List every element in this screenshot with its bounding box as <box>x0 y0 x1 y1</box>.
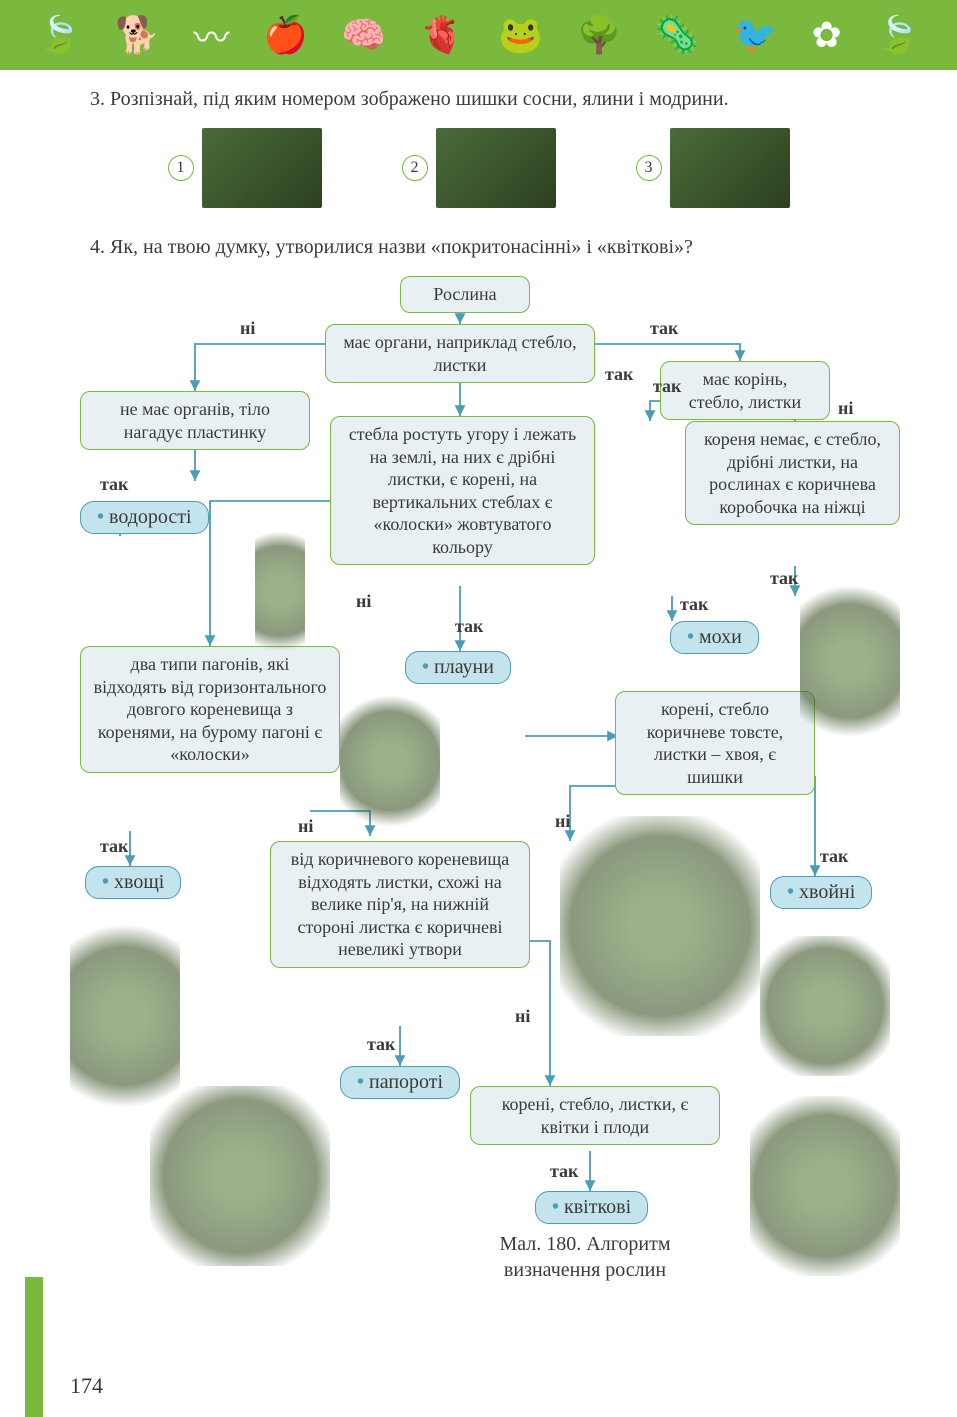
node-two-types: два типи пагонів, які відходять від гори… <box>80 646 340 773</box>
question-3: 3. Розпізнай, під яким номером зображено… <box>60 85 897 113</box>
header-band: 🍃 🐕 〰 🍎 🧠 🫀 🐸 🌳 🦠 🐦 ✿ 🍃 <box>0 0 957 70</box>
fern-image <box>150 1086 330 1266</box>
worm-icon: 〰 <box>193 9 229 61</box>
leaf2-icon: 🍃 <box>875 14 920 56</box>
label-no: ні <box>356 591 371 612</box>
node-flower-desc: корені, стебло, листки, є квітки і плоди <box>470 1086 720 1145</box>
image-item-3: 3 <box>636 128 790 208</box>
conifer-branch-image <box>760 936 890 1076</box>
page-content: 3. Розпізнай, під яким номером зображено… <box>0 70 957 1296</box>
node-conifer-desc: корені, стебло коричневе товсте, листки … <box>615 691 815 795</box>
label-yes: так <box>770 568 798 589</box>
node-title: Рослина <box>400 276 530 313</box>
algae-image <box>255 521 305 661</box>
result-plauny: плауни <box>405 651 511 684</box>
question-4: 4. Як, на твою думку, утворилися назви «… <box>60 233 897 261</box>
label-yes: так <box>650 318 678 339</box>
node-no-root: кореня немає, є стебло, дрібні листки, н… <box>685 421 900 525</box>
brain-icon: 🧠 <box>341 14 386 56</box>
result-horsetail: хвощі <box>85 866 181 899</box>
label-yes: так <box>605 364 633 385</box>
node-stems-up: стебла ростуть угору і лежать на землі, … <box>330 416 595 565</box>
heart-icon: 🫀 <box>420 14 465 56</box>
image-item-2: 2 <box>402 128 556 208</box>
label-yes: так <box>680 594 708 615</box>
cone-image-2 <box>436 128 556 208</box>
label-no: ні <box>838 398 853 419</box>
label-yes: так <box>455 616 483 637</box>
node-rhizome: від коричневого кореневища відходять лис… <box>270 841 530 968</box>
flowchart-diagram: Рослина має органи, наприклад стебло, ли… <box>60 276 900 1276</box>
cone-image-3 <box>670 128 790 208</box>
result-conifer: хвойні <box>770 876 872 909</box>
result-algae: водорості <box>80 501 209 534</box>
label-yes: так <box>100 836 128 857</box>
image-number: 2 <box>402 155 428 181</box>
frog-icon: 🐸 <box>498 14 543 56</box>
microbe-icon: 🦠 <box>655 14 700 56</box>
image-item-1: 1 <box>168 128 322 208</box>
node-organs: має органи, наприклад стебло, листки <box>325 324 595 383</box>
image-row: 1 2 3 <box>60 128 897 208</box>
label-no: ні <box>515 1006 530 1027</box>
flower-icon: ✿ <box>812 14 842 56</box>
label-yes: так <box>653 376 681 397</box>
node-root: має корінь, стебло, листки <box>660 361 830 420</box>
leaf-icon: 🍃 <box>37 14 82 56</box>
image-number: 1 <box>168 155 194 181</box>
result-flower: квіткові <box>535 1191 648 1224</box>
moss-image <box>800 581 900 741</box>
label-yes: так <box>367 1034 395 1055</box>
node-no-organs: не має органів, тіло нагадує пластинку <box>80 391 310 450</box>
label-no: ні <box>240 318 255 339</box>
image-number: 3 <box>636 155 662 181</box>
flowering-plant-image <box>750 1096 900 1276</box>
result-moss: мохи <box>670 621 759 654</box>
pine-tree-image <box>560 816 760 1036</box>
label-yes: так <box>550 1161 578 1182</box>
result-fern: папороті <box>340 1066 460 1099</box>
apple-icon: 🍎 <box>263 14 308 56</box>
cone-image-1 <box>202 128 322 208</box>
bird-icon: 🐦 <box>733 14 778 56</box>
page-number: 174 <box>70 1373 103 1399</box>
page-tab <box>25 1277 43 1417</box>
dog-icon: 🐕 <box>115 14 160 56</box>
label-yes: так <box>100 474 128 495</box>
clubmoss-image <box>340 696 440 826</box>
tree-icon: 🌳 <box>576 14 621 56</box>
figure-caption: Мал. 180. Алгоритм визначення рослин <box>455 1231 715 1283</box>
label-no: ні <box>298 816 313 837</box>
label-yes: так <box>820 846 848 867</box>
